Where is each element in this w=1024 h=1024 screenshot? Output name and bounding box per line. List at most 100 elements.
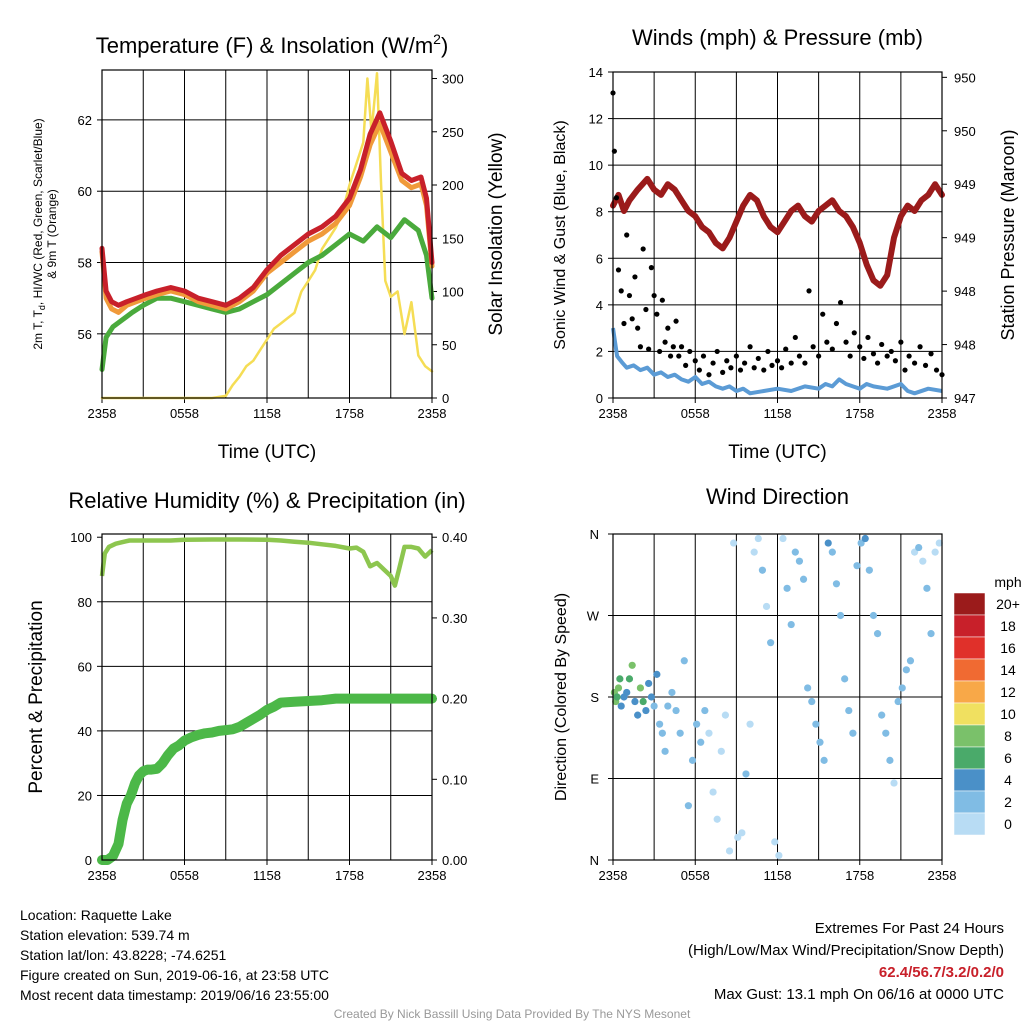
temp-xtick-label: 2358 (88, 406, 117, 421)
gust-point (720, 369, 726, 375)
winds-ytick-label: 2 (596, 344, 603, 359)
dir-border (612, 533, 943, 861)
direction-point (746, 720, 754, 728)
winds-ytick-label: 10 (589, 158, 603, 173)
insolation-ytick-label: 200 (442, 178, 464, 193)
winds-xtick-label: 1758 (845, 406, 874, 421)
direction-point (853, 562, 861, 570)
gust-point (621, 320, 627, 327)
direction-point (787, 620, 795, 629)
gust-point (737, 367, 744, 373)
direction-point (642, 706, 650, 715)
rh-xtick-label: 2358 (88, 868, 117, 883)
temp-ytick-label: 58 (78, 256, 92, 271)
gust-point (906, 353, 912, 359)
direction-point (653, 670, 661, 678)
colorbar-swatch (953, 702, 986, 726)
gust-point (706, 372, 712, 378)
colorbar-label: 16 (1000, 640, 1016, 656)
direction-point (894, 697, 902, 706)
dir-xtick-label: 2358 (928, 868, 957, 883)
rh-title: Relative Humidity (%) & Precipitation (i… (68, 488, 465, 513)
gust-point (654, 311, 660, 317)
winds-ytick-label: 0 (596, 391, 603, 406)
insolation-ytick-label: 150 (442, 231, 464, 246)
gust-point (742, 360, 748, 366)
temp-xtick-label: 2358 (418, 406, 447, 421)
direction-point (783, 584, 791, 592)
dir-ylabel: Direction (Colored By Speed) (553, 593, 570, 801)
gust-point (783, 346, 789, 352)
colorbar-label: 18 (1000, 618, 1016, 634)
winds-ytick-label: 4 (596, 298, 603, 313)
credit-text: Created By Nick Bassill Using Data Provi… (333, 1007, 691, 1021)
gust-point (657, 348, 663, 355)
series-td (99, 217, 435, 372)
insolation-ytick-label: 300 (442, 72, 464, 87)
winds-xtick-label: 2358 (928, 406, 957, 421)
colorbar-label: 0 (1004, 816, 1012, 832)
colorbar-title: mph (994, 574, 1021, 590)
temp-title-sup: 2 (433, 31, 441, 47)
rh-ytick-label: 80 (78, 595, 92, 610)
dir-ytick-label: E (590, 772, 599, 787)
gust-point (847, 353, 853, 359)
rh-xtick-label: 1758 (335, 868, 364, 883)
direction-point (617, 702, 625, 710)
direction-point (820, 756, 828, 764)
pressure-ytick-label: 948 (954, 284, 976, 299)
dir-xtick-label: 0558 (681, 868, 710, 883)
direction-point (816, 738, 824, 746)
gust-point (640, 246, 646, 252)
pressure-ytick-label: 949 (954, 231, 976, 246)
direction-point (890, 779, 898, 787)
gust-point (667, 353, 674, 359)
gust-point (865, 334, 871, 341)
winds-ytick-label: 14 (589, 65, 603, 80)
direction-point (614, 684, 623, 692)
gust-point (892, 358, 898, 364)
direction-point (661, 747, 669, 755)
colorbar-label: 14 (1000, 662, 1016, 678)
series-relative-humidity (99, 537, 434, 588)
direction-point (799, 575, 808, 583)
colorbar-label: 4 (1004, 772, 1012, 788)
dir-xtick-label: 2358 (599, 868, 628, 883)
direction-point (656, 720, 664, 728)
insolation-ylabel: Solar Insolation (Yellow) (486, 132, 507, 335)
direction-point (613, 693, 621, 701)
direction-point (795, 557, 804, 565)
direction-point (658, 729, 666, 737)
rh-ytick-label: 20 (78, 788, 92, 803)
gust-point (747, 344, 753, 350)
colorbar-swatch (953, 790, 986, 814)
direction-point (668, 688, 676, 697)
colorbar-swatch (953, 592, 986, 616)
gust-point (755, 355, 761, 362)
direction-point (791, 548, 799, 556)
colorbar-label: 12 (1000, 684, 1016, 700)
direction-point (824, 539, 832, 547)
gust-point (635, 325, 641, 331)
dir-xtick-label: 1158 (764, 868, 792, 883)
direction-point (812, 720, 820, 728)
direction-point (931, 548, 939, 556)
gust-point (829, 346, 835, 352)
winds-ytick-label: 6 (596, 251, 603, 266)
precip-ytick-label: 0.20 (442, 692, 467, 707)
gust-point (820, 311, 826, 317)
gust-point (802, 360, 808, 366)
colorbar: mph 20+ 18 16 14 12 10 8 6 4 2 0 (953, 574, 1022, 836)
gust-point (917, 344, 923, 350)
pressure-ylabel: Station Pressure (Maroon) (998, 129, 1018, 340)
colorbar-swatch (953, 768, 986, 792)
direction-point (623, 688, 631, 697)
direction-point (758, 566, 767, 574)
gust-point (792, 334, 798, 341)
rh-ytick-label: 40 (78, 724, 92, 739)
direction-point (701, 706, 709, 715)
direction-point (878, 711, 886, 719)
gust-point (861, 355, 867, 362)
temp-ylabel-part: 2m T, T (31, 309, 45, 349)
